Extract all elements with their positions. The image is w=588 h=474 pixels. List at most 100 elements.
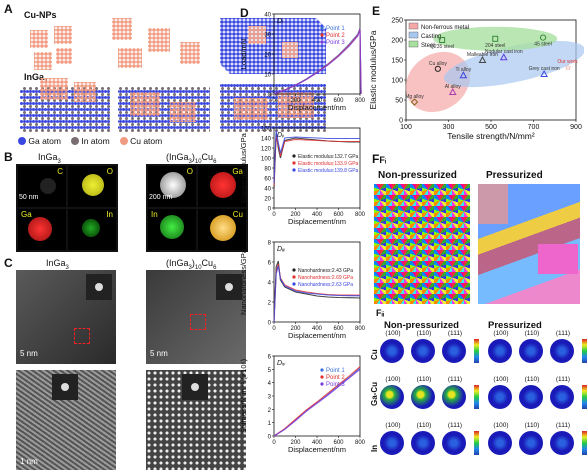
d-ytick-label: 120: [261, 147, 272, 153]
d-legend-marker: [320, 33, 324, 37]
d-chart-4: Dᵢᵥ 0 1 2 3 4 5 6 0 200 400 600 800 Displacement/nm St…: [239, 355, 366, 455]
e-legend-label: Steel: [421, 43, 435, 49]
d-legend-marker: [320, 40, 324, 44]
d-ytick-label: 60: [264, 177, 271, 183]
d-legend-marker: [320, 375, 324, 379]
b-scale-right: 200 nm: [149, 194, 173, 201]
pole-figure: [442, 385, 466, 409]
in-legend: In atom: [70, 136, 110, 146]
b-left-grid: C O Ga In 50 nm: [16, 164, 118, 252]
ingas-model-2: [118, 87, 210, 132]
atomic-model-illustration: [20, 18, 326, 132]
d-xtick-label: 400: [312, 212, 323, 218]
b-tile-o: O: [68, 166, 116, 207]
d-xtick-label: 800: [355, 212, 366, 218]
e-xtick-label: 500: [485, 124, 497, 131]
pole-index-label: (100): [493, 376, 509, 383]
atom-legend: Ga atom In atom Cu atom: [18, 136, 162, 146]
d-series-line: [273, 368, 361, 437]
pole-figure: [488, 385, 512, 409]
d-ytick-label: 6: [268, 261, 272, 267]
d-ytick-label: 140: [261, 137, 272, 143]
e-point-marker: [439, 37, 446, 43]
e-point-marker: [539, 34, 547, 41]
e-point-marker: ☆: [565, 63, 572, 72]
d-legend-label: Nanohardness:2.63 GPa: [298, 282, 353, 288]
ebsd-non-pressurized: [374, 184, 470, 304]
ingas-model-1: [20, 78, 110, 132]
e-ytick-label: 150: [391, 58, 403, 65]
d-legend-label: Point 2: [326, 33, 345, 39]
d-sub-label: Dᵢᵢᵢ: [277, 246, 285, 253]
d-series-line: [273, 29, 362, 95]
e-xtick-label: 900: [570, 124, 582, 131]
d-ylabel: Nanohardness/GPa: [239, 248, 248, 315]
pole-colorbar: [474, 431, 479, 455]
d-xlabel: Displacement/nm: [288, 445, 346, 454]
d-ytick-label: 3: [268, 395, 272, 401]
d-legend-marker: [292, 268, 296, 272]
pole-figure: [488, 431, 512, 455]
pole-index-label: (110): [524, 422, 540, 429]
pole-figure: [519, 431, 543, 455]
e-legend-label: Non-ferrous metal: [421, 25, 469, 31]
e-ylabel: Elastic modulus/GPa: [368, 30, 378, 109]
e-point-label: Q235 steel: [430, 44, 454, 50]
d-ytick-label: 4: [268, 281, 272, 287]
d-ytick-label: 0: [268, 321, 272, 327]
panel-b-label: B: [4, 150, 13, 164]
d-ytick-label: 30: [264, 33, 271, 39]
d-ytick-label: 100: [261, 157, 272, 163]
b-tile-c: C: [18, 166, 66, 207]
pole-row-label: In: [370, 444, 379, 452]
pole-index-label: (100): [493, 422, 509, 429]
e-xtick-label: 700: [528, 124, 540, 131]
c-hrtem-left: 1 nm: [16, 370, 116, 470]
d-ytick-label: 0: [268, 207, 272, 213]
b-tile-in: In: [68, 209, 116, 250]
d-legend-marker: [292, 275, 296, 279]
d-xtick-label: 0: [272, 326, 276, 332]
pole-figure: [488, 339, 512, 363]
e-point-label: Malleable iron: [467, 52, 498, 58]
ingas-model-3: [220, 84, 326, 132]
ga-legend: Ga atom: [18, 136, 61, 146]
b-tile-ga2: Ga: [198, 166, 246, 207]
d-xlabel: Displacement/nm: [288, 103, 346, 112]
e-legend-swatch: [408, 22, 419, 30]
pole-index-label: (111): [555, 376, 571, 383]
pole-figure: [519, 385, 543, 409]
b-tile-ga: Ga: [18, 209, 66, 250]
d-ytick-label: 40: [264, 187, 271, 193]
panel-f-label: FFᵢ: [372, 152, 387, 166]
c-right-title: (InGa3)10Cu6: [166, 258, 217, 271]
d-series-line: [273, 265, 361, 323]
d-xtick-label: 800: [355, 98, 366, 104]
d-chart-3: Dᵢᵢᵢ 0 2 4 6 8 0 200 400 600 800 Displacement/nm Nan…: [239, 241, 366, 341]
e-point-label: Nodular cast iron: [485, 49, 523, 55]
cu-legend: Cu atom: [119, 136, 162, 146]
pole-figure: [442, 431, 466, 455]
d-ytick-label: 5: [268, 368, 272, 374]
d-ytick-label: 10: [264, 73, 271, 79]
fii-pres-title: Pressurized: [488, 320, 542, 331]
d-ylabel: Load/mN: [239, 39, 248, 69]
e-point-label: Cu alloy: [429, 61, 448, 67]
pole-figure-grid: Cu (100) (110) (111) (100) (110) (111) Ga-Cu (10…: [370, 330, 588, 470]
d-chart-2: Dᵢᵢ 0 20 40 60 80 100 120 140 160 0 200 400 600 800 Dis…: [239, 127, 366, 227]
e-ytick-label: 100: [391, 78, 403, 85]
pole-figure: [442, 339, 466, 363]
pole-row-label: Ga-Cu: [370, 382, 379, 406]
lattice-block-1: [220, 18, 326, 74]
d-series-line: [273, 260, 361, 323]
d-sub-label: Dᵢᵥ: [277, 360, 286, 367]
d-ytick-label: 0: [268, 93, 272, 99]
c-scale-tl: 5 nm: [20, 349, 38, 358]
d-xlabel: Displacement/nm: [288, 331, 346, 340]
e-ytick-label: 200: [391, 38, 403, 45]
d-legend-label: Elastic modulus:139.8 GPa: [298, 168, 359, 174]
d-ylabel: Stiffness/N·m⁻¹ (×10⁵): [239, 358, 248, 433]
e-point-marker: [478, 55, 487, 63]
d-xtick-label: 400: [312, 326, 323, 332]
pole-index-label: (100): [493, 330, 509, 337]
